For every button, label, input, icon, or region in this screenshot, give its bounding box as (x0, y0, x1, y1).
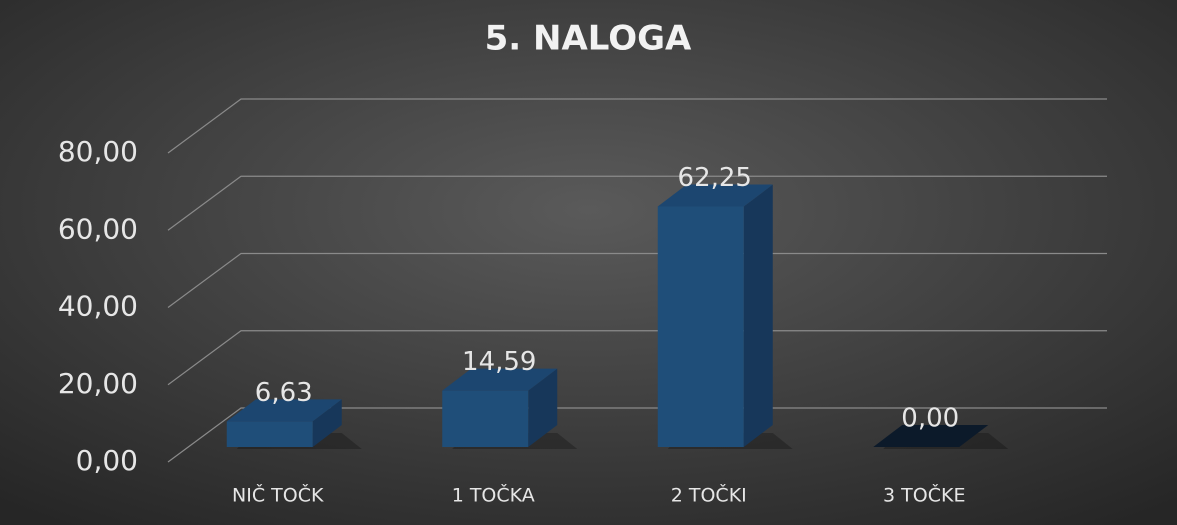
y-tick-label: 40,00 (58, 290, 138, 323)
value-label: 0,00 (901, 404, 959, 434)
grid-line (167, 98, 1107, 154)
bar (442, 368, 578, 449)
bar-top (442, 368, 558, 391)
value-label: 6,63 (255, 378, 313, 408)
y-tick-label: 20,00 (58, 367, 138, 400)
plot-area: 0,00 20,00 40,00 60,00 80,00 NIČ TOČK 6,63 1 TO… (58, 98, 1107, 507)
bar (873, 425, 1009, 449)
x-tick-label: 3 TOČKE (883, 483, 965, 507)
bar-top (873, 425, 989, 447)
value-label: 14,59 (462, 347, 536, 377)
x-tick-label: NIČ TOČK (232, 483, 324, 507)
x-tick-label: 2 TOČKI (671, 483, 747, 507)
chart-title: 5. NALOGA (485, 19, 692, 59)
y-tick-label: 80,00 (58, 135, 138, 168)
grid-line (167, 407, 1107, 463)
y-tick-label: 0,00 (76, 444, 138, 477)
bar (657, 184, 793, 449)
bar-side (312, 399, 342, 447)
grid-line (167, 252, 1107, 308)
grid-line (167, 175, 1107, 231)
bar-side (743, 184, 773, 447)
bar-front (657, 206, 744, 447)
grid-line (167, 330, 1107, 386)
value-label: 62,25 (678, 163, 752, 193)
bar-top (657, 184, 773, 207)
bar-side (528, 368, 558, 447)
bar (226, 399, 362, 449)
bar-top (226, 399, 342, 422)
bar-front (442, 390, 529, 447)
y-tick-label: 60,00 (58, 212, 138, 245)
x-tick-label: 1 TOČKA (452, 483, 535, 507)
bar-front (226, 421, 313, 447)
